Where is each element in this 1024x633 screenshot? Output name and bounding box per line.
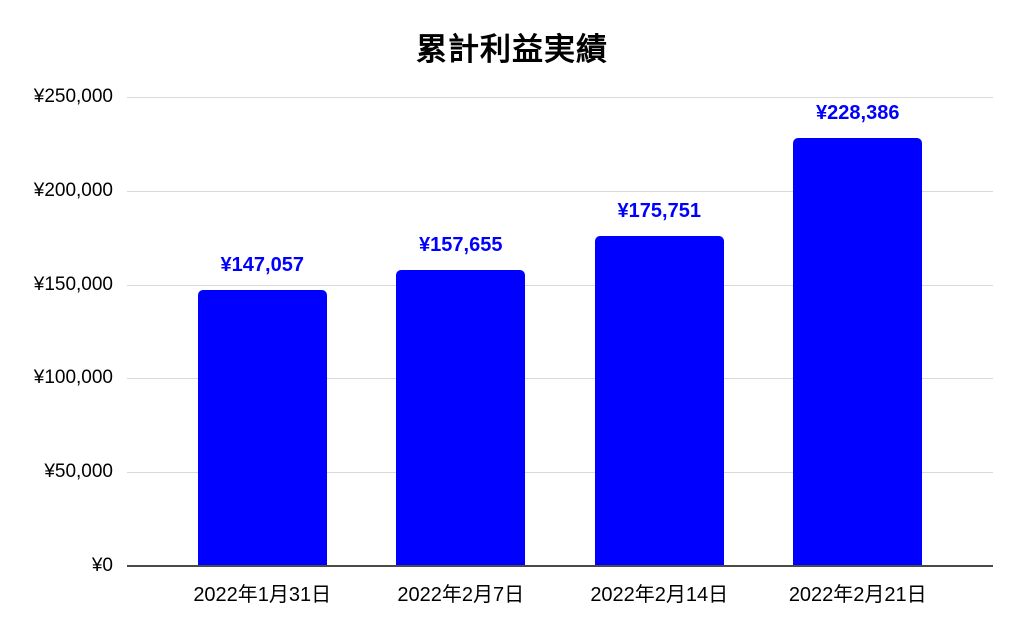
bar <box>793 137 923 566</box>
bar-value-label: ¥228,386 <box>816 101 900 124</box>
gridline <box>127 472 993 473</box>
x-axis-label: 2022年1月31日 <box>193 584 332 606</box>
bar <box>396 270 526 566</box>
bars-container: ¥147,057 ¥157,655 ¥175,751 ¥228,386 <box>127 97 993 566</box>
bar-value-label: ¥175,751 <box>617 200 701 223</box>
y-axis-tick-label: ¥150,000 <box>33 273 113 295</box>
bar-group: ¥157,655 <box>362 97 561 566</box>
x-axis-label: 2022年2月14日 <box>590 584 729 606</box>
chart-title: 累計利益実績 <box>416 32 608 67</box>
gridline <box>127 97 993 98</box>
zero-baseline <box>127 565 993 567</box>
bar-group: ¥175,751 <box>560 97 759 566</box>
y-axis-tick-label: ¥0 <box>91 555 113 576</box>
bar-group: ¥147,057 <box>163 97 362 566</box>
y-axis-tick-label: ¥250,000 <box>33 86 113 107</box>
x-axis-label: 2022年2月21日 <box>788 584 927 606</box>
bar <box>594 236 724 566</box>
gridline <box>127 191 993 192</box>
gridline <box>127 378 993 379</box>
bar <box>197 290 327 566</box>
y-axis-tick-label: ¥100,000 <box>33 367 113 389</box>
x-axis-label: 2022年2月7日 <box>397 584 525 606</box>
bar-value-label: ¥157,655 <box>419 234 503 257</box>
y-axis-tick-label: ¥200,000 <box>33 179 113 201</box>
gridline <box>127 285 993 286</box>
plot-area: ¥147,057 ¥157,655 ¥175,751 ¥228,386 <box>127 97 993 567</box>
y-axis-tick-label: ¥50,000 <box>44 461 113 483</box>
bar-value-label: ¥147,057 <box>220 254 304 277</box>
x-axis: 2022年1月31日 2022年2月7日 2022年2月14日 2022年2月21日 <box>127 578 993 607</box>
bar-group: ¥228,386 <box>759 97 958 566</box>
